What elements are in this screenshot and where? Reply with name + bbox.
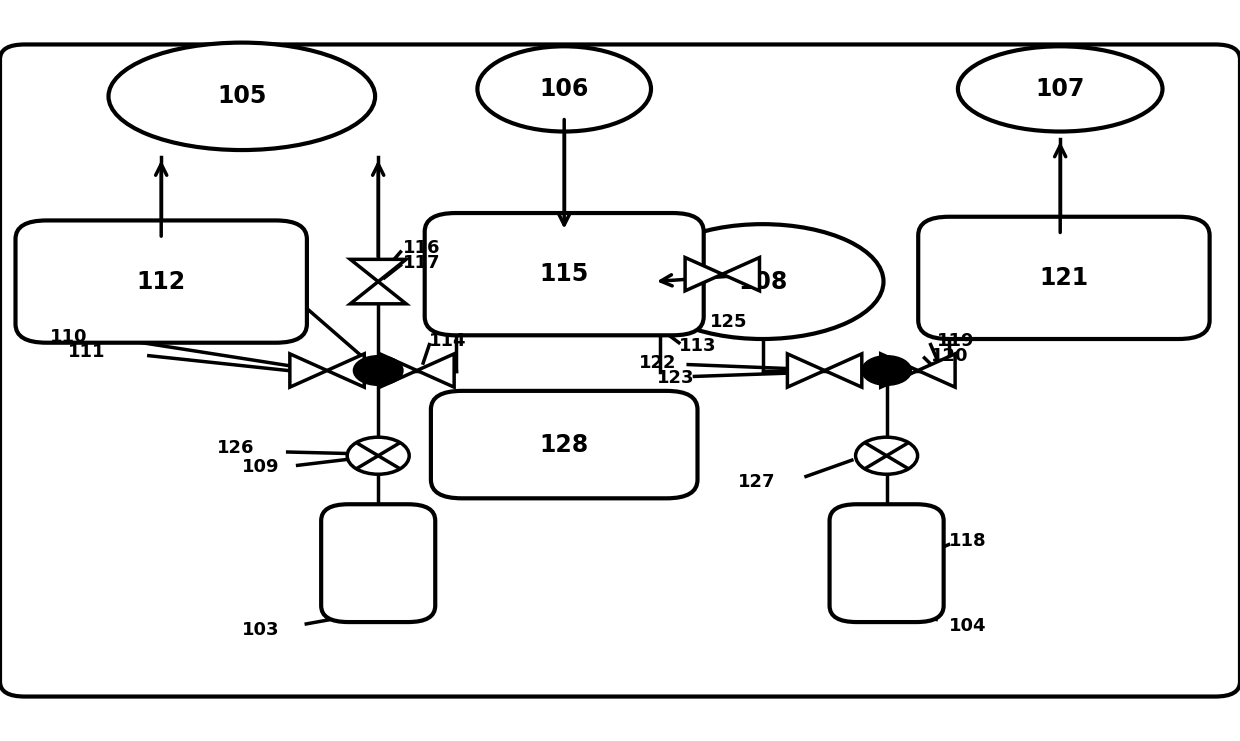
- FancyBboxPatch shape: [830, 504, 944, 622]
- Text: 107: 107: [1035, 77, 1085, 101]
- Text: 112: 112: [136, 270, 186, 293]
- Polygon shape: [417, 354, 454, 387]
- Polygon shape: [290, 354, 327, 387]
- Text: 117: 117: [403, 254, 440, 272]
- Ellipse shape: [642, 225, 883, 339]
- Text: 119: 119: [937, 332, 975, 350]
- Polygon shape: [350, 259, 407, 282]
- Polygon shape: [825, 354, 862, 387]
- Text: 125: 125: [709, 313, 748, 331]
- Polygon shape: [918, 354, 955, 387]
- Text: 104: 104: [949, 617, 986, 635]
- FancyBboxPatch shape: [918, 216, 1209, 339]
- Text: 115: 115: [539, 262, 589, 286]
- Text: 111: 111: [68, 343, 105, 361]
- Text: 122: 122: [639, 354, 676, 372]
- Text: 116: 116: [403, 239, 440, 257]
- Polygon shape: [787, 354, 825, 387]
- Text: 106: 106: [539, 77, 589, 101]
- Polygon shape: [722, 258, 759, 290]
- Text: 114: 114: [429, 332, 466, 350]
- Circle shape: [862, 356, 911, 385]
- Text: 113: 113: [680, 337, 717, 356]
- Polygon shape: [350, 282, 407, 304]
- Polygon shape: [379, 354, 417, 387]
- Polygon shape: [327, 354, 365, 387]
- Text: 127: 127: [738, 473, 775, 491]
- Text: 128: 128: [539, 433, 589, 456]
- Polygon shape: [880, 354, 918, 387]
- FancyBboxPatch shape: [16, 221, 306, 342]
- Circle shape: [856, 437, 918, 474]
- Ellipse shape: [959, 46, 1163, 131]
- FancyBboxPatch shape: [0, 44, 1240, 697]
- Text: 105: 105: [217, 84, 267, 108]
- Text: 123: 123: [657, 369, 694, 387]
- FancyBboxPatch shape: [432, 391, 697, 498]
- Ellipse shape: [477, 46, 651, 131]
- Text: 120: 120: [930, 347, 968, 365]
- FancyBboxPatch shape: [321, 504, 435, 622]
- Text: 121: 121: [1039, 266, 1089, 290]
- Text: 118: 118: [949, 532, 986, 550]
- Circle shape: [353, 356, 403, 385]
- Text: 103: 103: [242, 621, 279, 639]
- Circle shape: [347, 437, 409, 474]
- Text: 108: 108: [738, 270, 787, 293]
- Text: 109: 109: [242, 458, 279, 476]
- Text: 110: 110: [50, 328, 87, 346]
- FancyBboxPatch shape: [424, 213, 704, 335]
- Polygon shape: [684, 258, 722, 290]
- Ellipse shape: [109, 43, 374, 150]
- Text: 126: 126: [217, 439, 254, 457]
